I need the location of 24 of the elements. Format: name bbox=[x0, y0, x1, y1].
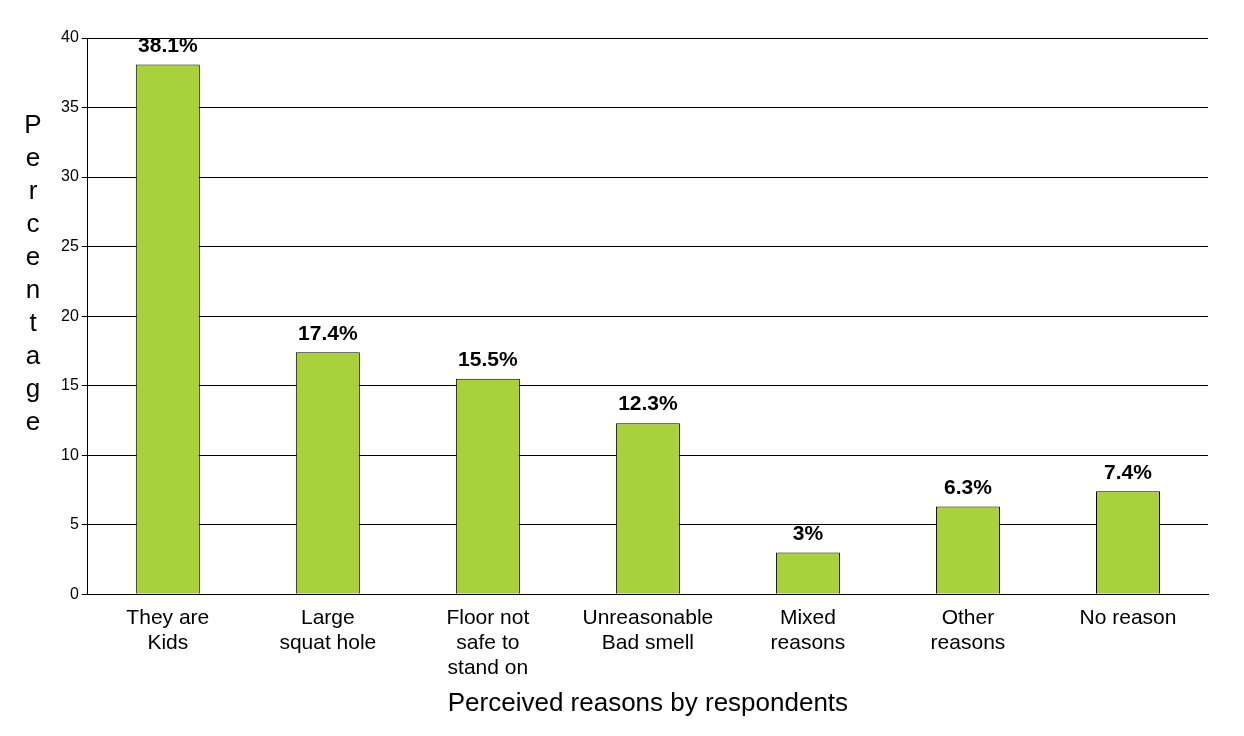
y-tick-label: 35 bbox=[61, 97, 79, 115]
x-tick-label: Other reasons bbox=[930, 604, 1006, 653]
data-label: 17.4% bbox=[298, 320, 358, 344]
y-tick-label: 5 bbox=[69, 515, 79, 533]
x-tick-label: Unreasonable Bad smell bbox=[582, 604, 714, 653]
x-axis-title: Perceived reasons by respondents bbox=[447, 686, 849, 717]
y-tick-label: 25 bbox=[61, 236, 79, 254]
x-tick-label: No reason bbox=[1079, 604, 1177, 628]
y-tick-label: 40 bbox=[61, 28, 79, 46]
data-label: 6.3% bbox=[944, 474, 993, 498]
data-label: 7.4% bbox=[1104, 459, 1153, 483]
data-label: 15.5% bbox=[458, 346, 518, 370]
x-tick-label: Mixed reasons bbox=[770, 604, 846, 653]
data-label: 12.3% bbox=[618, 391, 678, 415]
y-tick-label: 15 bbox=[61, 376, 79, 394]
x-tick-label: Large squat hole bbox=[279, 604, 377, 653]
y-tick-label: 20 bbox=[61, 306, 79, 324]
data-label: 3% bbox=[792, 520, 824, 544]
text: Percentage bbox=[24, 109, 42, 436]
y-tick-label: 0 bbox=[69, 584, 79, 602]
y-tick-label: 10 bbox=[61, 445, 79, 463]
y-tick-label: 30 bbox=[61, 167, 79, 185]
x-tick-label: Floor not safe to stand on bbox=[446, 604, 530, 678]
x-tick-label: They are Kids bbox=[126, 604, 210, 653]
